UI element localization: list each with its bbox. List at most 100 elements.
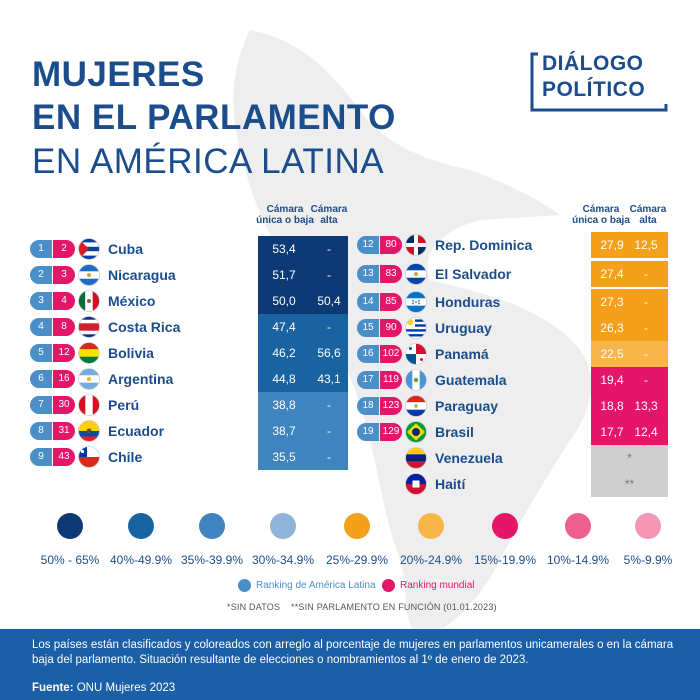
latam-rank-badge: 3 (30, 292, 52, 310)
legend-swatch (128, 513, 154, 539)
table-row: 7 30 Perú (30, 394, 270, 416)
table-row: 3 4 México (30, 290, 270, 312)
country-name: Haití (435, 476, 466, 492)
page-title-line1: MUJERES (32, 55, 205, 94)
dialogo-politico-logo: DIÁLOGO POLÍTICO (528, 50, 670, 114)
note-no-data: *SIN DATOS (227, 602, 281, 612)
latam-rank-badge: 15 (357, 319, 379, 337)
upper-chamber-value: - (624, 289, 668, 315)
col-header-upper-left-text: Cámara alta (310, 204, 348, 226)
world-rank-badge: 43 (53, 448, 75, 466)
upper-chamber-value: - (310, 392, 348, 418)
legend-label: 50% - 65% (40, 553, 100, 567)
no-data-cell: * (591, 445, 668, 471)
country-name: Brasil (435, 424, 474, 440)
legend-swatch (565, 513, 591, 539)
upper-chamber-value: 50,4 (310, 288, 348, 314)
table-row: 17 119 Guatemala (357, 369, 597, 391)
latam-rank-badge: 8 (30, 422, 52, 440)
table-row: 19 129 Brasil (357, 421, 597, 443)
country-name: El Salvador (435, 266, 512, 282)
country-name: Perú (108, 397, 140, 413)
col-header-lower-left: Cámara única o baja (252, 204, 318, 226)
upper-chamber-value: 43,1 (310, 366, 348, 392)
legend-swatch (344, 513, 370, 539)
costa-rica-flag-icon (78, 316, 100, 338)
world-rank-badge: 83 (380, 265, 402, 283)
footer-bar: Los países están clasificados y coloread… (0, 629, 700, 700)
bolivia-flag-icon (78, 342, 100, 364)
footer-explanation: Los países están clasificados y coloread… (32, 639, 674, 666)
latam-rank-legend-label: Ranking de América Latina (256, 580, 376, 591)
world-rank-badge: 30 (53, 396, 75, 414)
world-rank-legend-label: Ranking mundial (400, 580, 475, 591)
lower-chamber-value: 38,7 (258, 418, 310, 444)
country-name: Costa Rica (108, 319, 181, 335)
legend-swatch (57, 513, 83, 539)
latam-rank-legend-dot (238, 579, 251, 592)
country-name: Guatemala (435, 372, 507, 388)
latam-rank-badge: 18 (357, 397, 379, 415)
latam-rank-badge: 2 (30, 266, 52, 284)
chile-flag-icon (78, 446, 100, 468)
table-row: 12 80 Rep. Dominica (357, 234, 597, 256)
uruguay-flag-icon (405, 317, 427, 339)
legend-label: 40%-49.9% (109, 553, 173, 567)
world-rank-badge: 80 (380, 236, 402, 254)
footer-source: Fuente: ONU Mujeres 2023 (32, 682, 175, 694)
table-row: 1 2 Cuba (30, 238, 270, 260)
nicaragua-flag-icon (78, 264, 100, 286)
table-row: 2 3 Nicaragua (30, 264, 270, 286)
latam-rank-badge: 17 (357, 371, 379, 389)
guatemala-flag-icon (405, 369, 427, 391)
lower-chamber-value: 44,8 (258, 366, 310, 392)
footer-source-text: ONU Mujeres 2023 (76, 682, 176, 694)
legend-swatch (270, 513, 296, 539)
latam-rank-badge: 12 (357, 236, 379, 254)
latam-rank-badge: 5 (30, 344, 52, 362)
el-salvador-flag-icon (405, 263, 427, 285)
upper-chamber-value: - (310, 418, 348, 444)
table-row: 15 90 Uruguay (357, 317, 597, 339)
dominican-republic-flag-icon (405, 234, 427, 256)
world-rank-badge: 8 (53, 318, 75, 336)
paraguay-flag-icon (405, 395, 427, 417)
col-header-upper-left: Cámara alta (309, 204, 349, 226)
upper-chamber-value: - (310, 444, 348, 470)
table-row: 5 12 Bolivia (30, 342, 270, 364)
latam-rank-badge: 16 (357, 345, 379, 363)
world-rank-badge: 16 (53, 370, 75, 388)
table-row: 8 31 Ecuador (30, 420, 270, 442)
table-row: 9 43 Chile (30, 446, 270, 468)
world-rank-badge: 129 (380, 423, 402, 441)
legend-swatch (492, 513, 518, 539)
country-name: Venezuela (435, 450, 503, 466)
world-rank-badge: 90 (380, 319, 402, 337)
latam-rank-badge: 14 (357, 293, 379, 311)
upper-chamber-value: 56,6 (310, 340, 348, 366)
legend-swatch (418, 513, 444, 539)
country-name: Paraguay (435, 398, 499, 414)
venezuela-flag-icon (405, 447, 427, 469)
world-rank-badge: 4 (53, 292, 75, 310)
legend-swatch (635, 513, 661, 539)
upper-chamber-value: - (624, 315, 668, 341)
logo-line1: DIÁLOGO (542, 52, 644, 75)
legend-label: 25%-29.9% (325, 553, 389, 567)
country-name: Ecuador (108, 423, 165, 439)
world-rank-badge: 123 (380, 397, 402, 415)
legend-label: 35%-39.9% (180, 553, 244, 567)
logo-line2: POLÍTICO (542, 78, 646, 101)
mexico-flag-icon (78, 290, 100, 312)
table-row: 18 123 Paraguay (357, 395, 597, 417)
col-header-upper-right-text: Cámara alta (629, 204, 667, 226)
upper-chamber-value: - (310, 262, 348, 288)
table-row: 14 85 Honduras (357, 291, 597, 313)
latam-rank-badge: 6 (30, 370, 52, 388)
legend-label: 15%-19.9% (473, 553, 537, 567)
lower-chamber-value: 46,2 (258, 340, 310, 366)
upper-chamber-value: - (624, 261, 668, 287)
country-name: Rep. Dominica (435, 237, 533, 253)
country-name: Uruguay (435, 320, 492, 336)
argentina-flag-icon (78, 368, 100, 390)
